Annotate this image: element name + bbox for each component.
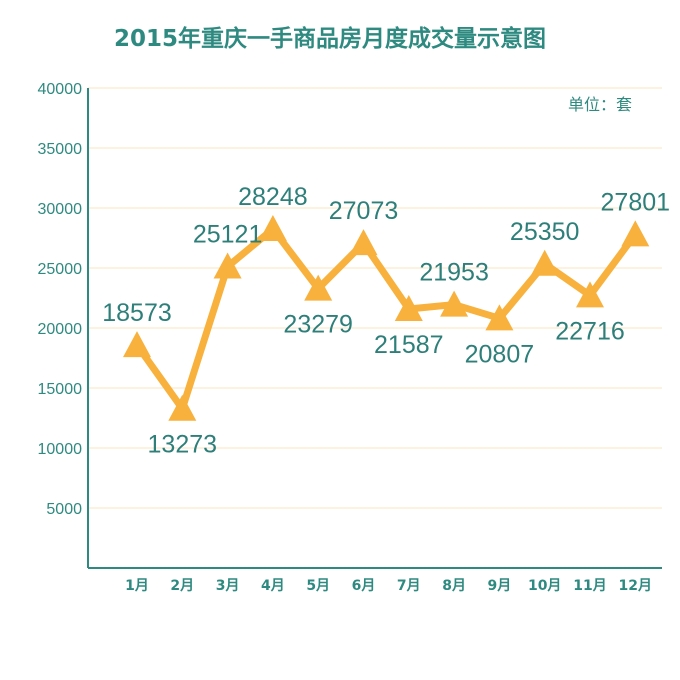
y-tick-label: 30000 xyxy=(38,201,83,218)
data-label: 27073 xyxy=(329,197,399,225)
data-label: 21953 xyxy=(419,259,489,287)
data-point-marker xyxy=(621,220,650,247)
data-label: 21587 xyxy=(374,331,444,359)
y-tick-label: 40000 xyxy=(38,81,83,98)
y-tick-label: 15000 xyxy=(38,381,83,398)
unit-label: 单位：套 xyxy=(568,95,632,114)
x-axis-ticks: 1月 2月 3月 4月 5月 6月 7月 8月 9月 10月 11月 12月 xyxy=(125,578,652,594)
x-tick-label: 4月 xyxy=(261,578,285,594)
data-label: 27801 xyxy=(601,188,671,216)
data-label: 22716 xyxy=(555,317,625,345)
data-labels: 18573 13273 25121 28248 23279 27073 21587 21953… xyxy=(102,183,670,459)
data-label: 13273 xyxy=(148,431,218,459)
x-tick-label: 3月 xyxy=(216,578,240,594)
y-tick-label: 5000 xyxy=(46,501,82,518)
data-point-marker xyxy=(123,331,151,358)
data-point-marker xyxy=(530,249,559,276)
data-label: 25121 xyxy=(193,221,263,249)
y-tick-label: 20000 xyxy=(38,321,83,338)
axes xyxy=(87,88,662,569)
data-markers xyxy=(123,215,650,421)
grid-lines xyxy=(88,87,662,509)
data-point-marker xyxy=(258,215,287,242)
data-label: 25350 xyxy=(510,218,580,246)
data-point-marker xyxy=(349,229,378,256)
x-tick-label: 8月 xyxy=(442,578,466,594)
data-point-marker xyxy=(440,290,469,317)
data-label: 20807 xyxy=(465,340,535,368)
x-tick-label: 7月 xyxy=(397,578,421,594)
y-tick-label: 25000 xyxy=(38,261,83,278)
data-label: 23279 xyxy=(283,311,353,339)
data-point-marker xyxy=(213,252,242,279)
data-label: 28248 xyxy=(238,183,308,211)
y-axis-ticks: 40000 35000 30000 25000 20000 15000 10000 5000 xyxy=(38,81,83,518)
x-tick-label: 2月 xyxy=(170,578,194,594)
data-point-marker xyxy=(485,304,514,331)
x-tick-label: 10月 xyxy=(528,578,561,594)
data-point-marker xyxy=(394,294,423,321)
data-point-marker xyxy=(304,274,333,301)
data-point-marker xyxy=(576,281,604,308)
y-tick-label: 10000 xyxy=(38,441,83,458)
chart-title: 2015年重庆一手商品房月度成交量示意图 xyxy=(114,25,546,52)
x-tick-label: 1月 xyxy=(125,578,149,594)
x-tick-label: 5月 xyxy=(306,578,330,594)
data-label: 18573 xyxy=(102,299,172,327)
x-tick-label: 6月 xyxy=(352,578,376,594)
data-point-marker xyxy=(168,394,197,421)
x-tick-label: 12月 xyxy=(619,578,652,594)
x-tick-label: 9月 xyxy=(488,578,512,594)
y-tick-label: 35000 xyxy=(38,141,83,158)
x-tick-label: 11月 xyxy=(573,578,606,594)
